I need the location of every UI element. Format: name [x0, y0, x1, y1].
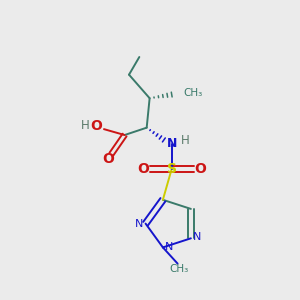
Text: H: H [181, 134, 189, 147]
Text: CH₃: CH₃ [169, 265, 189, 275]
Text: O: O [91, 118, 103, 133]
Text: CH₃: CH₃ [184, 88, 203, 98]
Text: O: O [194, 162, 206, 176]
Text: O: O [103, 152, 114, 166]
Text: N: N [167, 137, 177, 150]
Text: N: N [135, 219, 143, 229]
Text: H: H [80, 119, 89, 132]
Text: N: N [193, 232, 202, 242]
Text: S: S [167, 162, 177, 176]
Text: O: O [137, 162, 149, 176]
Text: N: N [165, 242, 173, 252]
